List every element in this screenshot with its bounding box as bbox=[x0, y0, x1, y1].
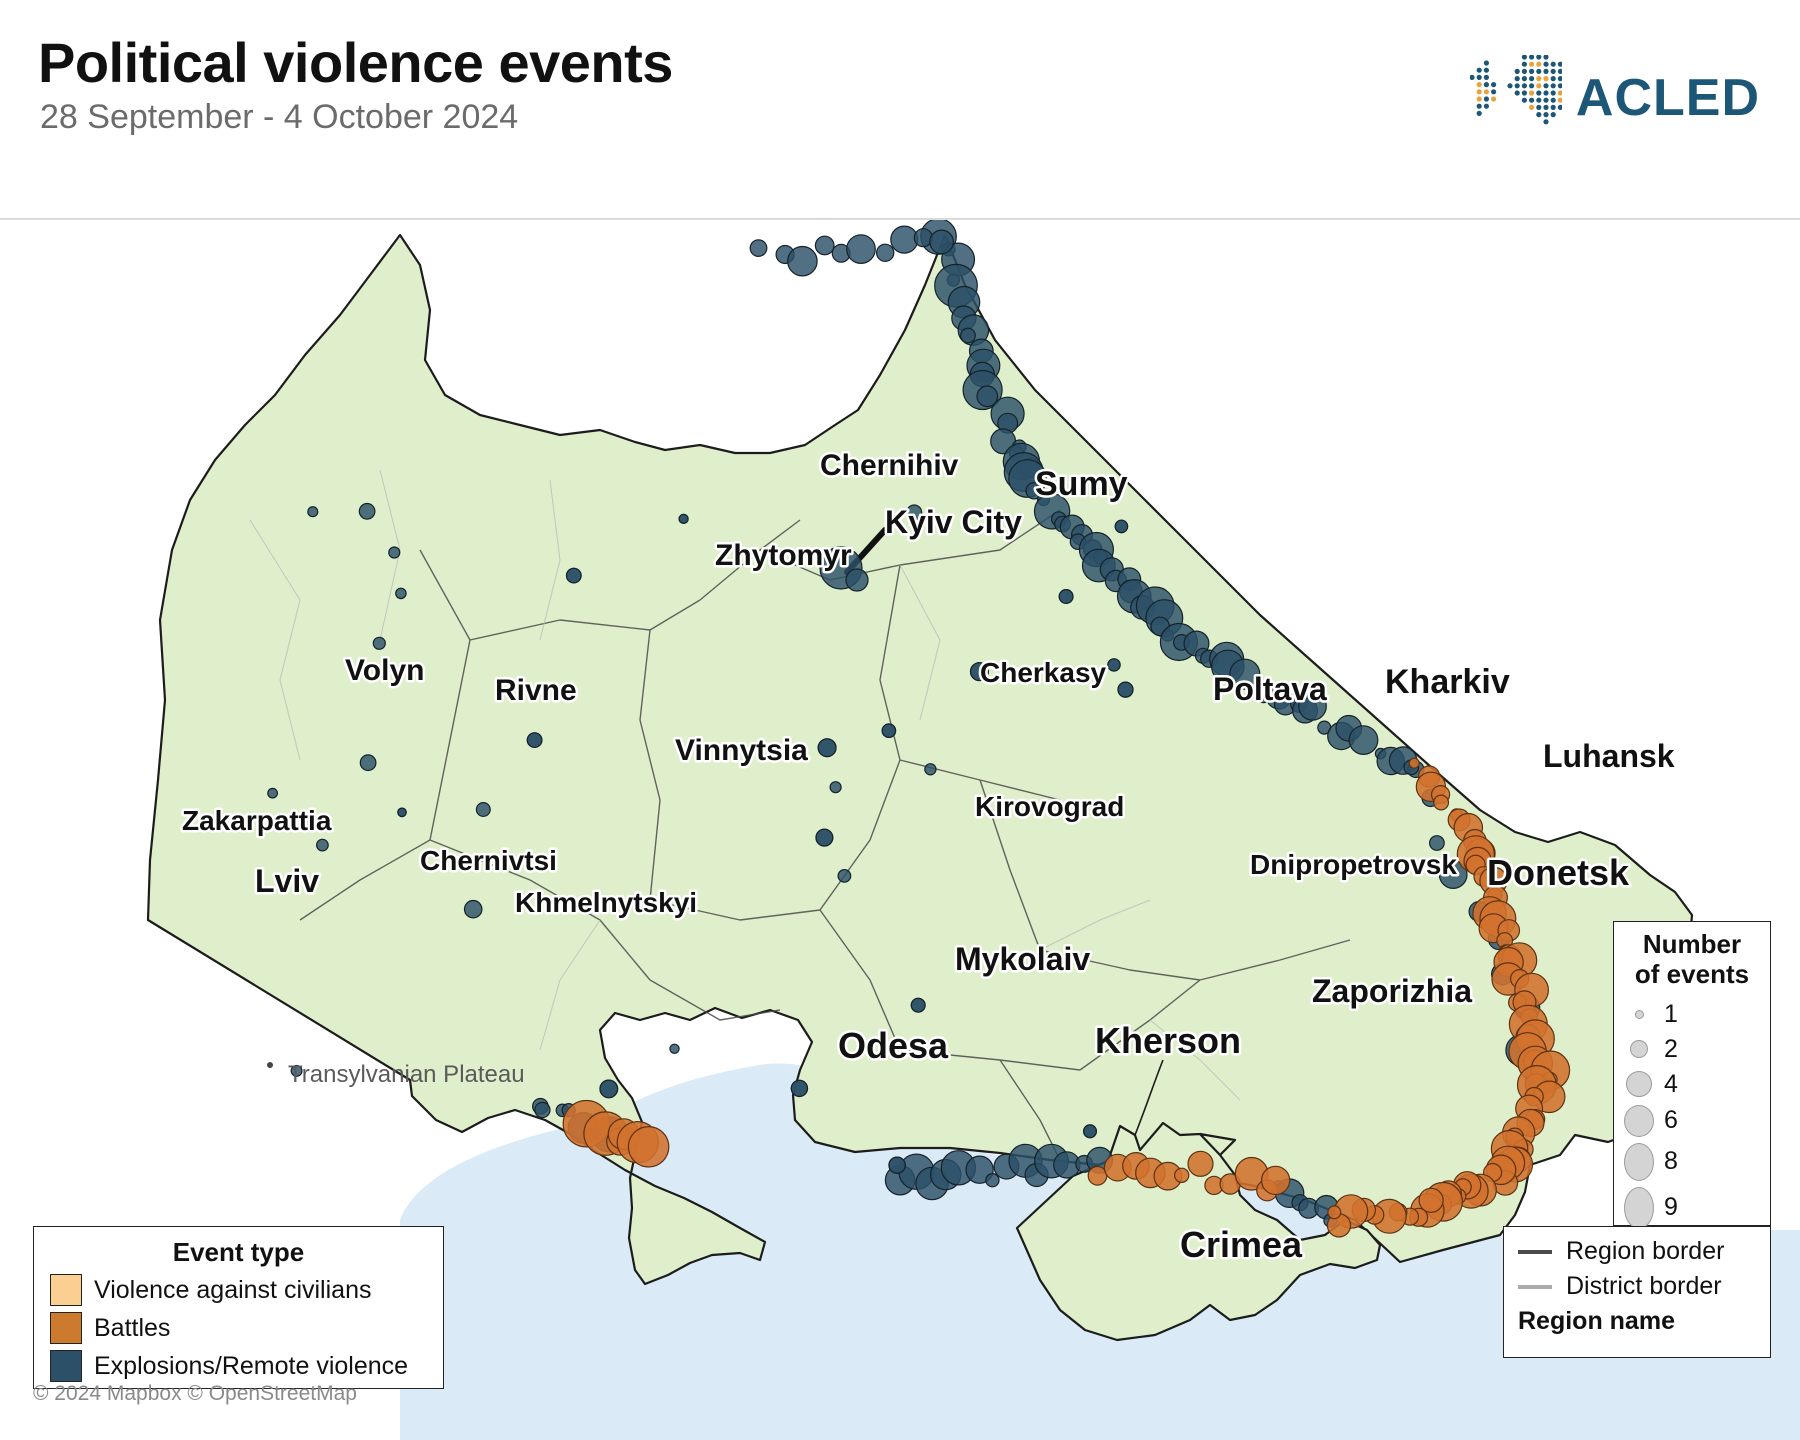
svg-text:Lviv: Lviv bbox=[255, 863, 319, 899]
svg-text:Cherkasy: Cherkasy bbox=[980, 657, 1107, 688]
svg-text:Zakarpattia: Zakarpattia bbox=[182, 805, 332, 836]
svg-text:Odesa: Odesa bbox=[838, 1025, 949, 1066]
svg-text:Rivne: Rivne bbox=[495, 674, 577, 707]
svg-text:Kyiv City: Kyiv City bbox=[885, 504, 1022, 540]
svg-text:Crimea: Crimea bbox=[1180, 1224, 1303, 1265]
svg-text:Volyn: Volyn bbox=[345, 654, 424, 687]
svg-text:Vinnytsia: Vinnytsia bbox=[675, 734, 808, 767]
svg-text:Kharkiv: Kharkiv bbox=[1385, 663, 1510, 701]
svg-text:Zhytomyr: Zhytomyr bbox=[715, 539, 852, 572]
svg-text:Zaporizhia: Zaporizhia bbox=[1312, 973, 1472, 1009]
svg-text:Chernihiv: Chernihiv bbox=[820, 449, 959, 482]
svg-text:Poltava: Poltava bbox=[1213, 671, 1327, 707]
svg-text:Chernivtsi: Chernivtsi bbox=[420, 845, 557, 876]
svg-text:Kirovograd: Kirovograd bbox=[975, 791, 1124, 822]
svg-text:Kherson: Kherson bbox=[1095, 1020, 1241, 1061]
svg-text:Donetsk: Donetsk bbox=[1487, 852, 1630, 893]
svg-text:Dnipropetrovsk: Dnipropetrovsk bbox=[1250, 849, 1457, 880]
svg-text:Luhansk: Luhansk bbox=[1543, 738, 1675, 774]
svg-text:Mykolaiv: Mykolaiv bbox=[955, 941, 1090, 977]
svg-text:Sumy: Sumy bbox=[1035, 465, 1128, 503]
svg-text:Khmelnytskyi: Khmelnytskyi bbox=[515, 887, 697, 918]
svg-text:Transylvanian Plateau: Transylvanian Plateau bbox=[288, 1061, 525, 1088]
